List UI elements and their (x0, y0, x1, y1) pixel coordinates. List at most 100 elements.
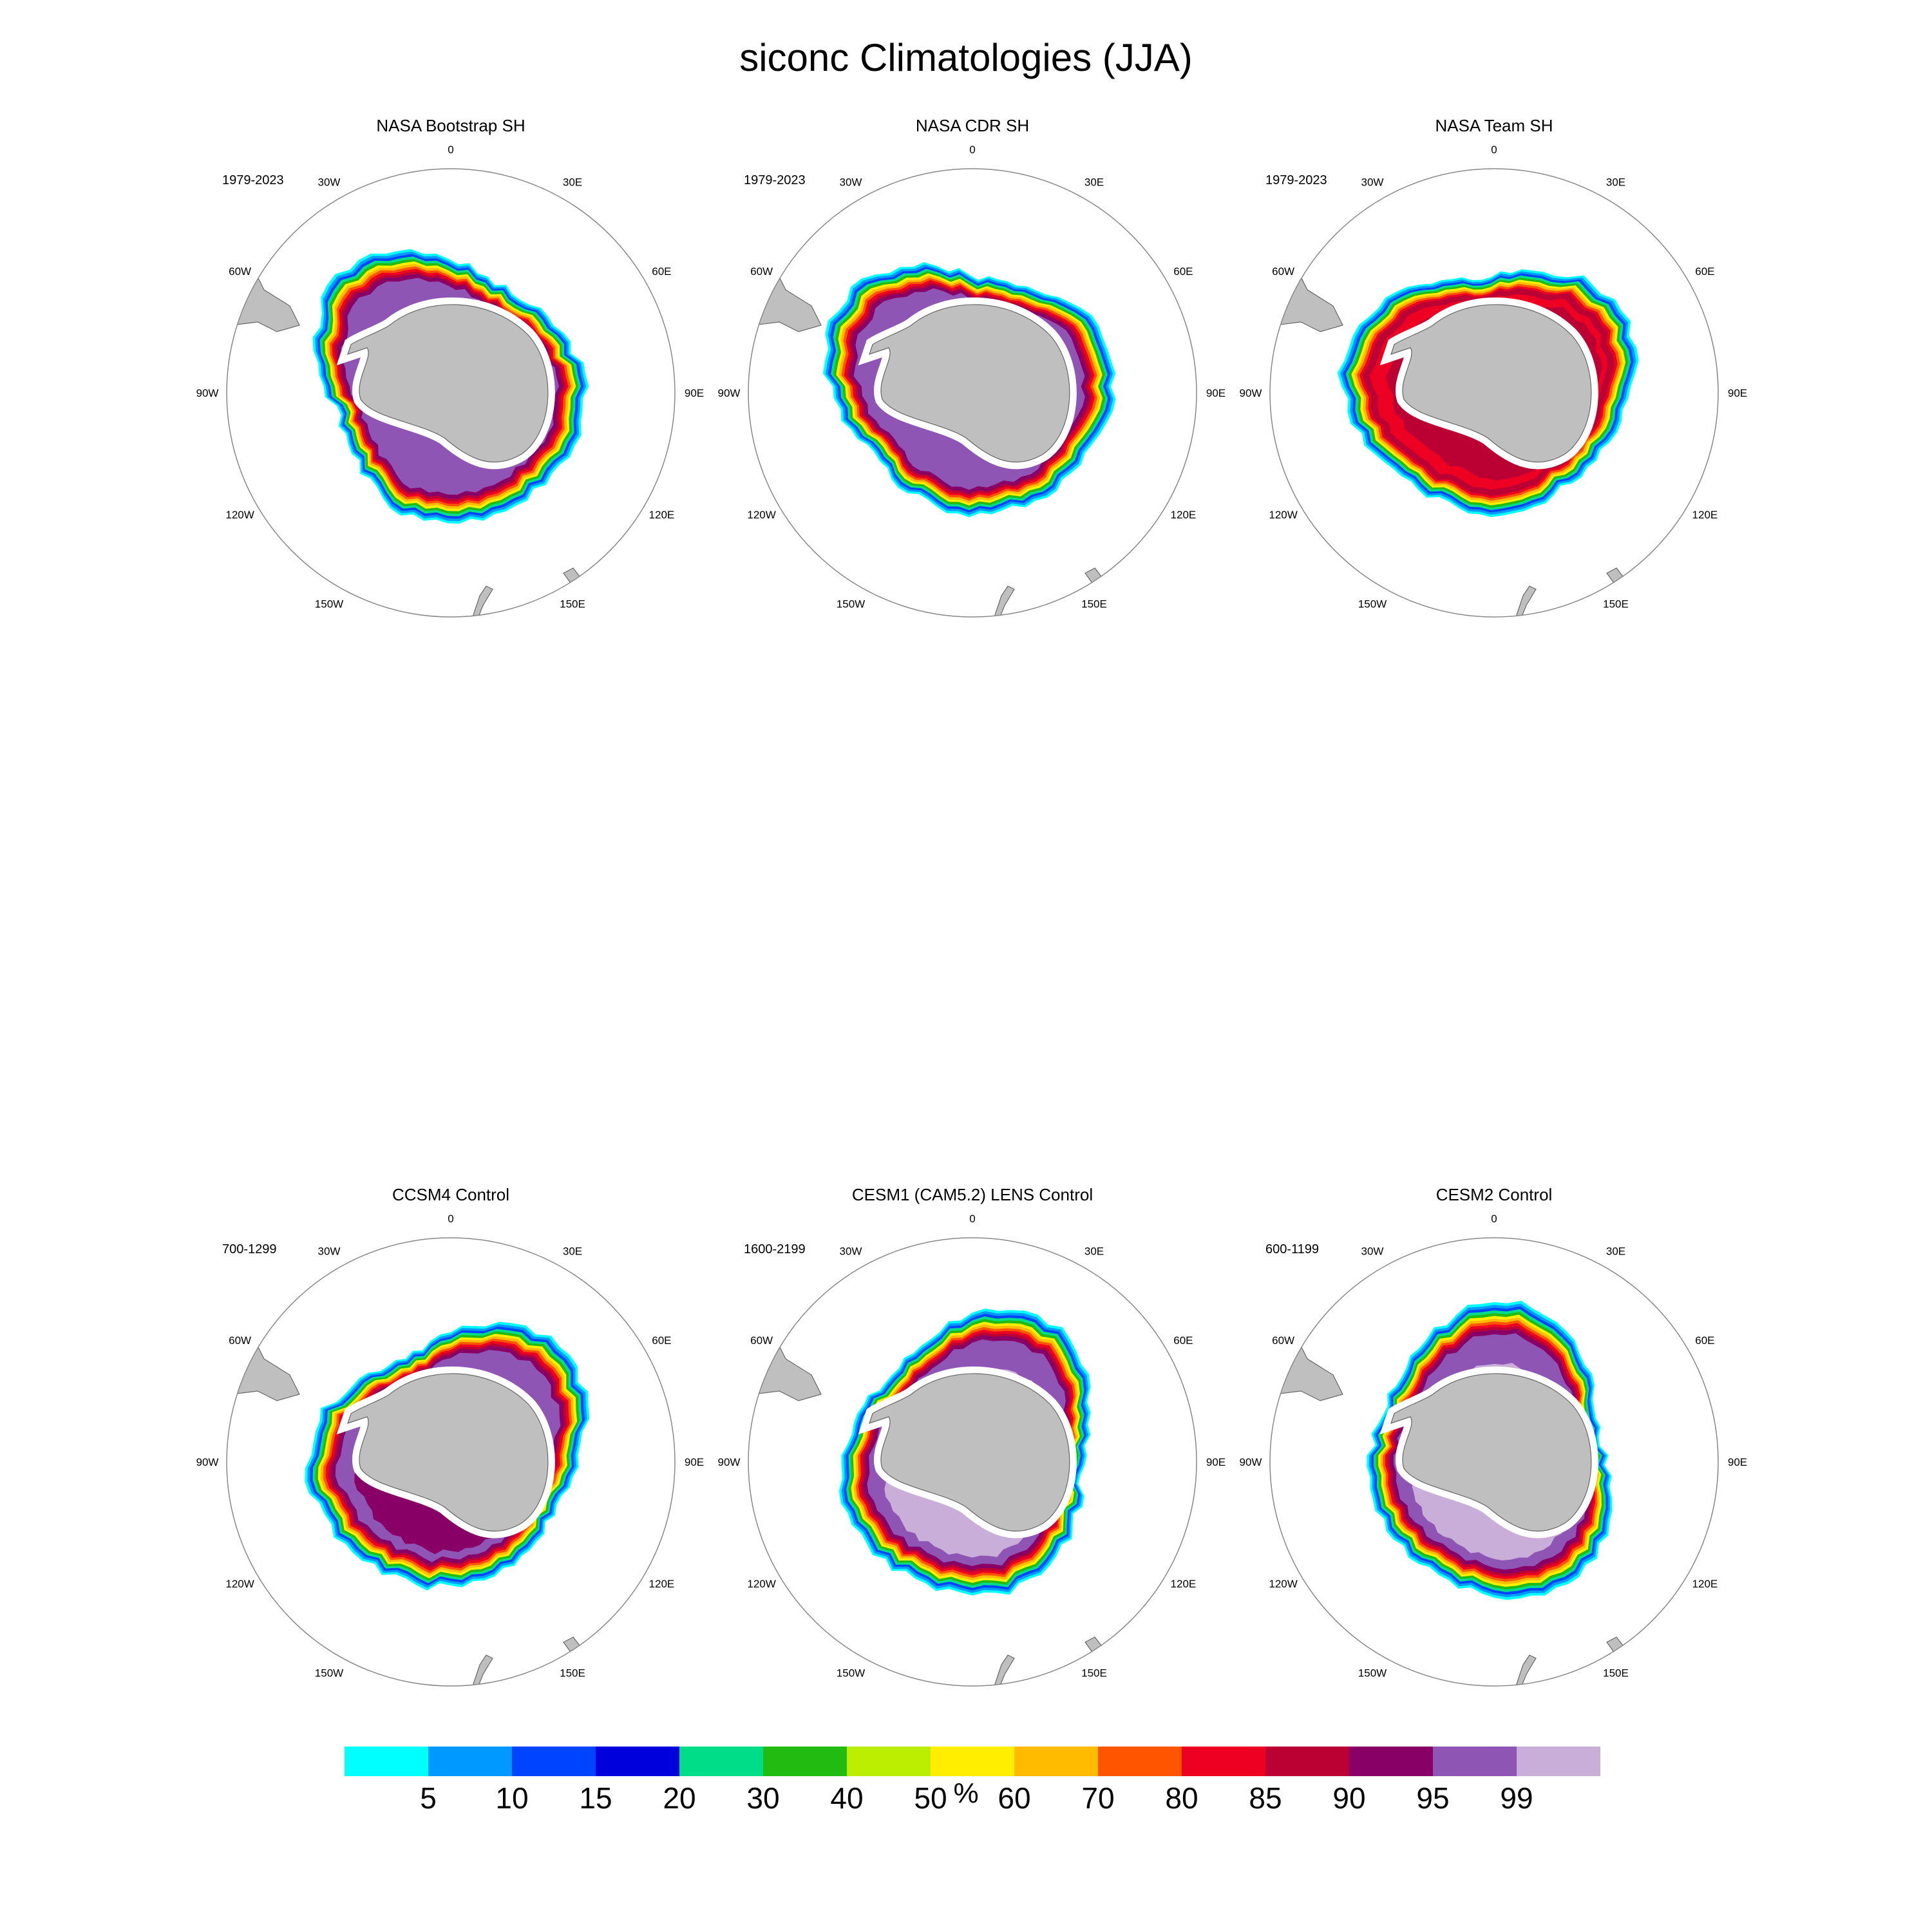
map-panel: NASA Team SH 1979-2023 0 30E 60E 90E 120E 150E 1… (1204, 116, 1784, 631)
longitude-label: 30E (1606, 176, 1625, 189)
panel-years: 700-1299 (222, 1242, 277, 1256)
figure-title: siconc Climatologies (JJA) (739, 36, 1193, 79)
longitude-label: 180 (963, 630, 981, 631)
polar-map: 030E60E90E120E150E180150W120W90W60W30W (1240, 144, 1748, 631)
longitude-label: 90W (1240, 387, 1262, 399)
longitude-label: 30E (563, 1245, 582, 1258)
longitude-label: 90W (718, 387, 741, 399)
longitude-label: 150E (1603, 1667, 1629, 1679)
longitude-label: 180 (442, 630, 460, 631)
new-zealand-land (473, 585, 493, 617)
longitude-label: 120E (649, 1578, 675, 1590)
longitude-label: 0 (1491, 1213, 1497, 1225)
panel-years: 600-1199 (1265, 1242, 1320, 1256)
colorbar-swatch (931, 1747, 1014, 1776)
map-boundary (748, 1237, 1197, 1687)
new-zealand-land (473, 1654, 493, 1686)
panel-title: CCSM4 Control (392, 1185, 510, 1204)
longitude-label: 120E (1171, 509, 1197, 521)
antarctica-land (869, 304, 1070, 463)
longitude-label: 90E (685, 1456, 704, 1468)
longitude-label: 150W (315, 1667, 343, 1679)
longitude-label: 90E (685, 387, 704, 399)
longitude-label: 30W (1361, 1245, 1384, 1258)
longitude-label: 90E (1728, 1456, 1747, 1468)
polar-map: 030E60E90E120E150E180150W120W90W60W30W (718, 1213, 1226, 1700)
longitude-label: 90W (1240, 1456, 1262, 1468)
panel-title: CESM2 Control (1435, 1185, 1553, 1204)
longitude-label: 90W (718, 1456, 741, 1468)
longitude-label: 150E (1081, 1667, 1107, 1679)
map-boundary (1269, 1237, 1719, 1687)
new-zealand-land (994, 585, 1015, 617)
longitude-label: 60W (750, 265, 773, 278)
longitude-label: 60E (1695, 265, 1714, 278)
longitude-label: 30E (563, 176, 582, 189)
longitude-label: 120W (225, 1578, 254, 1590)
longitude-label: 150W (837, 1667, 865, 1679)
colorbar-swatch (596, 1747, 679, 1776)
new-zealand-land (1516, 1654, 1537, 1686)
longitude-label: 60W (229, 265, 251, 278)
longitude-label: 30E (1606, 1245, 1625, 1258)
map-panel: CCSM4 Control 700-1299 0 30E 60E 90E 120E 150E 1… (161, 1185, 741, 1700)
longitude-label: 90W (196, 387, 219, 399)
longitude-label: 30W (1361, 176, 1384, 189)
longitude-label: 0 (448, 1213, 453, 1225)
longitude-label: 60W (229, 1334, 251, 1347)
longitude-label: 120W (747, 1578, 775, 1590)
longitude-label: 30E (1084, 1245, 1104, 1258)
panel-title: NASA CDR SH (915, 116, 1030, 135)
longitude-label: 0 (1491, 144, 1497, 156)
longitude-label: 30W (318, 176, 341, 189)
longitude-label: 120W (1269, 509, 1297, 521)
polar-map: 030E60E90E120E150E180150W120W90W60W30W (196, 1213, 705, 1700)
longitude-label: 60E (652, 265, 671, 278)
longitude-label: 150E (1603, 598, 1629, 610)
longitude-label: 150E (560, 1667, 585, 1679)
panel-years: 1600-2199 (744, 1242, 806, 1256)
longitude-label: 60E (652, 1334, 671, 1347)
longitude-label: 120W (1269, 1578, 1297, 1590)
colorbar-swatch (763, 1747, 847, 1776)
longitude-label: 120E (1692, 509, 1718, 521)
map-boundary (1269, 168, 1719, 618)
longitude-label: 150E (560, 598, 585, 610)
polar-map: 030E60E90E120E150E180150W120W90W60W30W (718, 144, 1226, 631)
map-boundary (748, 168, 1197, 618)
colorbar-swatch (1349, 1747, 1433, 1776)
panel-title: NASA Bootstrap SH (376, 116, 526, 135)
longitude-label: 30W (318, 1245, 341, 1258)
colorbar-swatch (1265, 1747, 1349, 1776)
longitude-label: 90E (1728, 387, 1747, 399)
longitude-label: 120E (1171, 1578, 1197, 1590)
longitude-label: 60E (1695, 1334, 1714, 1347)
colorbar-swatch (1098, 1747, 1182, 1776)
colorbar-swatch (1182, 1747, 1265, 1776)
longitude-label: 150W (1358, 598, 1387, 610)
longitude-label: 0 (448, 144, 453, 156)
panel-years: 1979-2023 (222, 173, 284, 187)
antarctica-land (1390, 1373, 1592, 1532)
longitude-label: 120E (649, 509, 675, 521)
longitude-label: 30W (840, 1245, 862, 1258)
new-zealand-land (994, 1654, 1015, 1686)
longitude-label: 60W (1272, 1334, 1294, 1347)
colorbar-swatch (345, 1747, 428, 1776)
longitude-label: 90E (1206, 387, 1226, 399)
map-panel: CESM1 (CAM5.2) LENS Control 1600-2199 0 30E… (683, 1185, 1262, 1700)
map-panel: CESM2 Control 600-1199 0 30E 60E 90E 120E 150E 1… (1204, 1185, 1784, 1700)
panel-years: 1979-2023 (744, 173, 806, 187)
longitude-label: 120W (747, 509, 775, 521)
longitude-label: 0 (969, 1213, 975, 1225)
map-boundary (226, 168, 676, 618)
longitude-label: 60W (750, 1334, 773, 1347)
antarctica-land (869, 1373, 1070, 1532)
longitude-label: 150E (1081, 598, 1107, 610)
colorbar-swatch (679, 1747, 763, 1776)
colorbar-swatch (847, 1747, 931, 1776)
longitude-label: 30W (840, 176, 862, 189)
map-panel: NASA Bootstrap SH 1979-2023 0 30E 60E 90E 120E… (161, 116, 741, 631)
antarctica-land (347, 1373, 549, 1532)
longitude-label: 150W (1358, 1667, 1387, 1679)
